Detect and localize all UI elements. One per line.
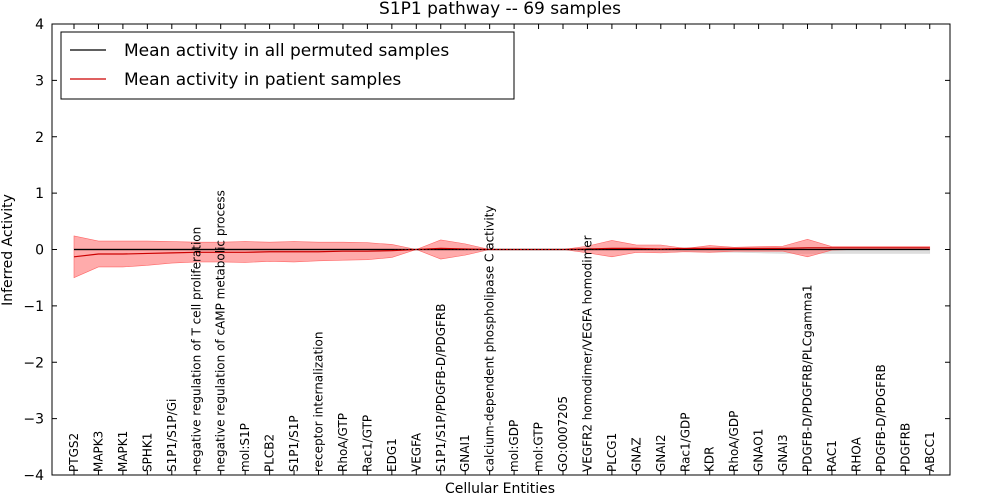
category-label: RAC1	[825, 440, 839, 472]
y-tick-label: 2	[35, 130, 44, 146]
category-label: PTGS2	[67, 433, 81, 472]
category-label: mol:GTP	[532, 422, 546, 472]
y-tick-label: −4	[23, 468, 44, 484]
category-label: GNAZ	[629, 437, 643, 472]
legend-entry-patient: Mean activity in patient samples	[124, 70, 401, 90]
y-axis-label: Inferred Activity	[0, 194, 16, 306]
category-label: GNAI1	[458, 434, 472, 472]
category-label: GNAO1	[752, 429, 766, 472]
category-label: MAPK3	[91, 431, 105, 472]
category-label: mol:S1P	[238, 423, 252, 472]
category-label: VEGFA	[409, 432, 423, 472]
category-label: ABCC1	[923, 431, 937, 472]
y-tick-label: 4	[35, 17, 44, 33]
category-label: GO:0007205	[556, 396, 570, 472]
category-label: KDR	[703, 447, 717, 472]
category-label: PLCB2	[263, 434, 277, 472]
category-label: S1P1/S1P	[287, 415, 301, 472]
category-label: PLCG1	[605, 433, 619, 472]
category-label: S1P1/S1P/Gi	[165, 399, 179, 472]
category-label: PDGFRB	[898, 423, 912, 472]
y-tick-label: −3	[23, 412, 44, 428]
category-label: receptor internalization	[312, 332, 326, 472]
category-label: calcium-dependent phospholipase C activi…	[483, 206, 497, 472]
y-tick-label: 3	[35, 73, 44, 89]
category-label: RhoA/GDP	[727, 411, 741, 472]
legend-box	[60, 31, 515, 100]
category-label: PDGFB-D/PDGFRB/PLCgamma1	[801, 285, 815, 472]
category-label: RhoA/GTP	[336, 413, 350, 472]
category-label: negative regulation of T cell proliferat…	[189, 227, 203, 472]
category-label: MAPK1	[116, 431, 130, 472]
x-axis-label: Cellular Entities	[445, 481, 555, 497]
category-label: VEGFR2 homodimer/VEGFA homodimer	[580, 235, 594, 472]
category-label: S1P1/S1P/PDGFB-D/PDGFRB	[434, 304, 448, 472]
y-tick-label: 1	[35, 186, 44, 202]
y-tick-label: −1	[23, 299, 44, 315]
y-tick-label: 0	[35, 243, 44, 259]
legend: Mean activity in all permuted samples Me…	[60, 31, 515, 100]
category-label: Rac1/GDP	[678, 413, 692, 472]
category-label: GNAI2	[654, 434, 668, 472]
category-label: negative regulation of cAMP metabolic pr…	[214, 190, 228, 472]
category-label: mol:GDP	[507, 420, 521, 472]
y-tick-label: −2	[23, 355, 44, 371]
chart-title: S1P1 pathway -- 69 samples	[379, 0, 621, 19]
legend-entry-permuted: Mean activity in all permuted samples	[124, 41, 449, 61]
category-label: SPHK1	[140, 433, 154, 472]
category-label: Rac1/GTP	[360, 415, 374, 472]
category-label: EDG1	[385, 438, 399, 472]
category-label: PDGFB-D/PDGFRB	[874, 364, 888, 472]
category-label: GNAI3	[776, 434, 790, 472]
category-label: RHOA	[849, 436, 863, 472]
